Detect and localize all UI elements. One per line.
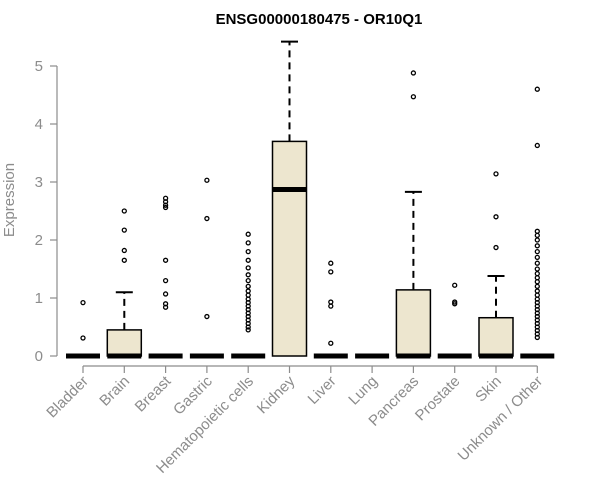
outlier-point: [328, 260, 334, 266]
box-group: [271, 40, 308, 357]
outlier-point: [534, 243, 540, 249]
outlier-point: [452, 301, 458, 307]
outlier-point: [162, 277, 169, 284]
outlier-point: [534, 228, 540, 234]
outlier-point: [121, 227, 127, 233]
outlier-point: [162, 257, 169, 263]
outlier-point: [245, 292, 251, 298]
outlier-point: [328, 303, 334, 309]
outlier-point: [493, 171, 499, 177]
outlier-point: [204, 313, 210, 320]
box: [478, 316, 514, 357]
outlier-point: [121, 247, 127, 254]
x-tick-label: Skin: [472, 373, 505, 406]
box-group: [231, 231, 266, 359]
outlier-point: [534, 86, 540, 92]
y-tick-label: 2: [35, 232, 43, 249]
outlier-point: [493, 244, 499, 251]
outlier-point: [245, 283, 251, 290]
outlier-point: [204, 215, 210, 222]
outlier-point: [245, 265, 251, 271]
outlier-point: [410, 70, 417, 76]
outlier-point: [534, 270, 540, 277]
outlier-point: [162, 304, 169, 310]
outlier-point: [162, 202, 169, 208]
box-group: [520, 86, 555, 359]
y-axis: 0 1 2 3 4 5: [35, 58, 58, 365]
y-tick-label: 1: [35, 290, 43, 307]
outlier-point: [493, 214, 499, 220]
outlier-point: [245, 248, 251, 255]
box: [395, 289, 432, 357]
outlier-point: [534, 275, 540, 281]
outlier-point: [245, 240, 251, 246]
y-tick-label: 4: [35, 116, 43, 133]
x-tick-label: Prostate: [412, 373, 464, 425]
outlier-point: [534, 292, 540, 298]
box-group: [313, 260, 348, 359]
box-group: [395, 70, 432, 359]
outlier-point: [245, 327, 251, 333]
x-tick-label: Bladder: [43, 373, 92, 422]
box-group: [478, 171, 514, 359]
x-tick-label: Brain: [96, 373, 133, 410]
outlier-point: [245, 272, 251, 278]
outlier-point: [80, 335, 86, 341]
outlier-point: [534, 288, 540, 294]
outlier-point: [534, 142, 540, 149]
outlier-point: [452, 282, 458, 288]
boxes-layer: [66, 40, 555, 359]
box-group: [66, 299, 100, 359]
outlier-point: [410, 94, 417, 100]
outlier-point: [534, 279, 540, 285]
x-tick-label: Liver: [305, 373, 340, 408]
outlier-point: [534, 334, 540, 341]
outlier-point: [121, 208, 127, 214]
outlier-point: [245, 288, 251, 294]
outlier-point: [162, 291, 169, 297]
box-group: [148, 195, 183, 359]
box: [106, 329, 143, 357]
outlier-point: [328, 269, 334, 275]
outlier-point: [245, 231, 251, 237]
y-tick-label: 3: [35, 174, 43, 191]
outlier-point: [534, 232, 540, 239]
box-group: [437, 282, 472, 359]
outlier-point: [534, 254, 540, 261]
box-group: [189, 177, 224, 359]
x-tick-label: Kidney: [254, 372, 299, 417]
y-axis-label: Expression: [1, 163, 18, 237]
outlier-point: [245, 277, 251, 284]
outlier-point: [80, 299, 86, 306]
outlier-point: [204, 177, 210, 183]
y-tick-label: 5: [35, 58, 43, 75]
outlier-point: [328, 299, 334, 305]
y-tick-label: 0: [35, 348, 43, 365]
outlier-point: [245, 324, 251, 330]
outlier-point: [534, 248, 540, 255]
outlier-point: [534, 260, 540, 266]
outlier-point: [452, 299, 458, 305]
box-group: [106, 208, 143, 359]
outlier-point: [534, 237, 540, 243]
outlier-point: [245, 257, 251, 263]
box: [271, 140, 308, 357]
x-tick-label: Lung: [345, 373, 381, 409]
outlier-point: [121, 257, 127, 263]
outlier-point: [534, 283, 540, 290]
outlier-point: [534, 266, 540, 272]
chart-title: ENSG00000180475 - OR10Q1: [216, 11, 423, 28]
outlier-point: [162, 204, 169, 211]
outlier-point: [328, 340, 334, 346]
x-tick-label: Breast: [132, 372, 175, 415]
